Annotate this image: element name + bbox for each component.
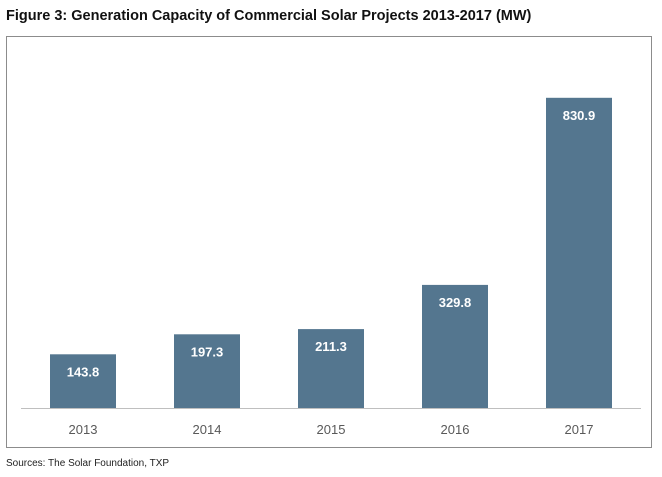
bar-2016: [422, 284, 488, 408]
x-tick-label-2015: 2015: [317, 422, 346, 437]
data-label-2017: 830.9: [563, 108, 596, 123]
bar-2015: [298, 329, 364, 408]
bar-2013: [50, 354, 116, 408]
data-label-2016: 329.8: [439, 295, 472, 310]
data-label-2015: 211.3: [315, 339, 347, 354]
chart-frame: 143.8 2013 197.3 2014 211.3 2015 329.8 2016 830.…: [6, 36, 652, 448]
figure-title: Figure 3: Generation Capacity of Commerc…: [6, 8, 532, 24]
source-note: Sources: The Solar Foundation, TXP: [6, 458, 170, 469]
bar-2017: [546, 97, 612, 409]
x-tick-label-2014: 2014: [193, 422, 222, 437]
data-label-2014: 197.3: [191, 344, 224, 359]
x-tick-label-2016: 2016: [441, 422, 470, 437]
x-tick-label-2013: 2013: [69, 422, 98, 437]
bar-chart: 143.8 2013 197.3 2014 211.3 2015 329.8 2016 830.…: [21, 97, 641, 437]
x-tick-label-2017: 2017: [565, 422, 594, 437]
bar-2014: [174, 334, 240, 408]
data-label-2013: 143.8: [67, 364, 100, 379]
